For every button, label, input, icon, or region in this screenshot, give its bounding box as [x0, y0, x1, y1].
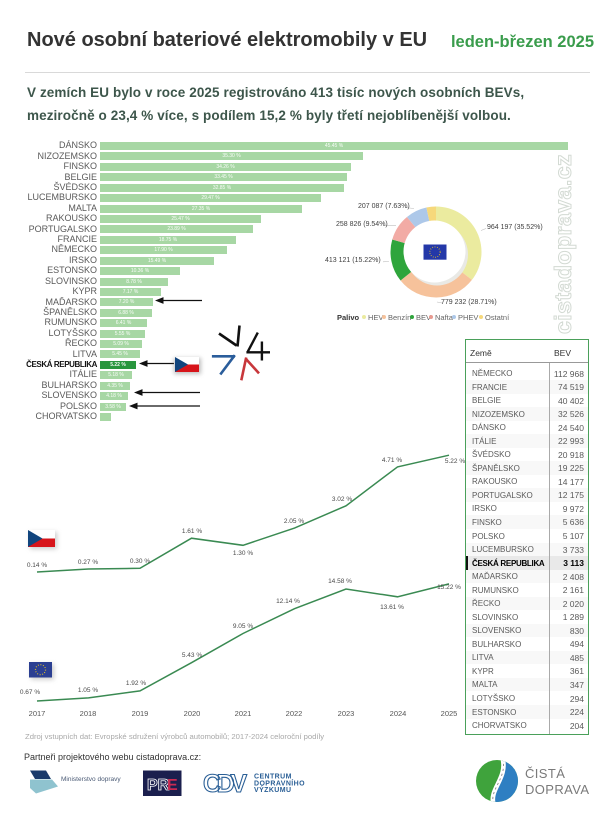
- svg-text:0.30 %: 0.30 %: [130, 558, 150, 565]
- svg-text:1.92 %: 1.92 %: [126, 680, 146, 687]
- svg-text:ČISTÁ: ČISTÁ: [525, 766, 565, 781]
- svg-text:15.22 %: 15.22 %: [437, 584, 461, 591]
- svg-text:4.71 %: 4.71 %: [382, 457, 402, 464]
- svg-text:2022: 2022: [286, 709, 303, 718]
- svg-text:DOPRAVA: DOPRAVA: [525, 782, 589, 797]
- svg-text:2025: 2025: [441, 709, 458, 718]
- svg-text:14.58 %: 14.58 %: [328, 578, 352, 585]
- svg-text:2018: 2018: [80, 709, 97, 718]
- svg-text:2019: 2019: [132, 709, 149, 718]
- svg-text:2023: 2023: [338, 709, 355, 718]
- svg-text:2017: 2017: [29, 709, 46, 718]
- svg-text:PR: PR: [147, 777, 170, 794]
- svg-text:5.43 %: 5.43 %: [182, 652, 202, 659]
- svg-text:1.61 %: 1.61 %: [182, 528, 202, 535]
- svg-text:0.27 %: 0.27 %: [78, 559, 98, 566]
- svg-text:2021: 2021: [235, 709, 252, 718]
- svg-text:E: E: [167, 777, 178, 794]
- svg-text:1.05 %: 1.05 %: [78, 687, 98, 694]
- svg-text:VÝZKUMU: VÝZKUMU: [254, 785, 291, 794]
- svg-text:Ministerstvo dopravy: Ministerstvo dopravy: [61, 776, 121, 783]
- svg-text:3.02 %: 3.02 %: [332, 496, 352, 503]
- svg-text:5.22 %: 5.22 %: [445, 458, 465, 465]
- svg-text:12.14 %: 12.14 %: [276, 598, 300, 605]
- svg-text:9.05 %: 9.05 %: [233, 623, 253, 630]
- svg-text:CDV: CDV: [203, 770, 247, 798]
- svg-text:2.05 %: 2.05 %: [284, 518, 304, 525]
- svg-text:2024: 2024: [390, 709, 407, 718]
- svg-text:CENTRUM: CENTRUM: [254, 774, 292, 781]
- svg-text:1.30 %: 1.30 %: [233, 550, 253, 557]
- svg-text:13.61 %: 13.61 %: [380, 604, 404, 611]
- svg-text:0.14 %: 0.14 %: [27, 562, 47, 569]
- svg-text:DOPRAVNÍHO: DOPRAVNÍHO: [254, 779, 305, 788]
- svg-text:2020: 2020: [184, 709, 201, 718]
- svg-text:0.67 %: 0.67 %: [20, 689, 40, 696]
